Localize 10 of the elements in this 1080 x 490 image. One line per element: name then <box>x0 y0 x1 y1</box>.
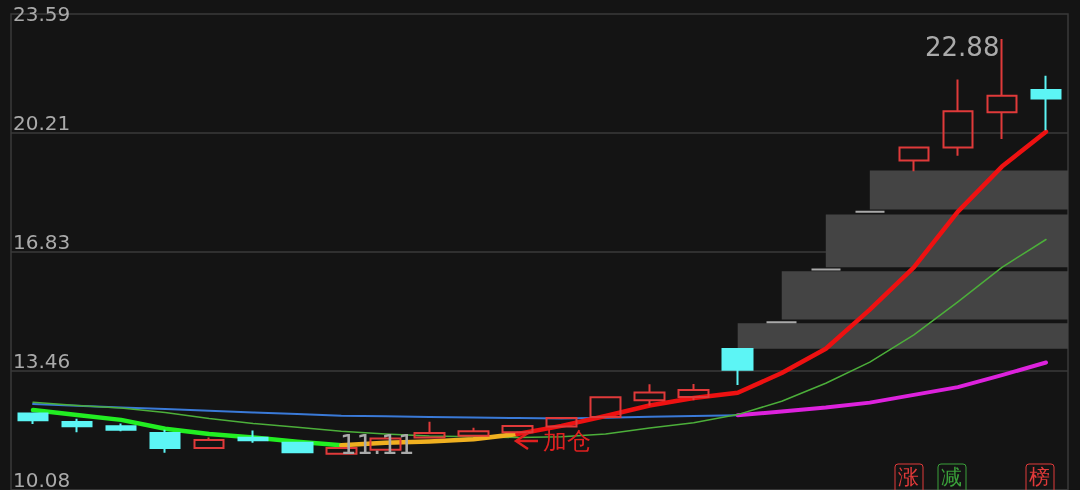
y-tick-label: 20.21 <box>13 111 71 136</box>
annotation: 11.11 <box>340 430 415 460</box>
y-tick-label: 13.46 <box>13 348 71 373</box>
annotation: 22.88 <box>925 32 1000 62</box>
y-tick-label: 16.83 <box>13 230 71 255</box>
annotation: 涨 <box>898 464 919 489</box>
annotation: 减 <box>941 464 962 489</box>
y-tick-label: 10.08 <box>13 468 71 490</box>
annotation: 榜 <box>1029 464 1050 489</box>
y-tick-label: 23.59 <box>13 2 71 26</box>
